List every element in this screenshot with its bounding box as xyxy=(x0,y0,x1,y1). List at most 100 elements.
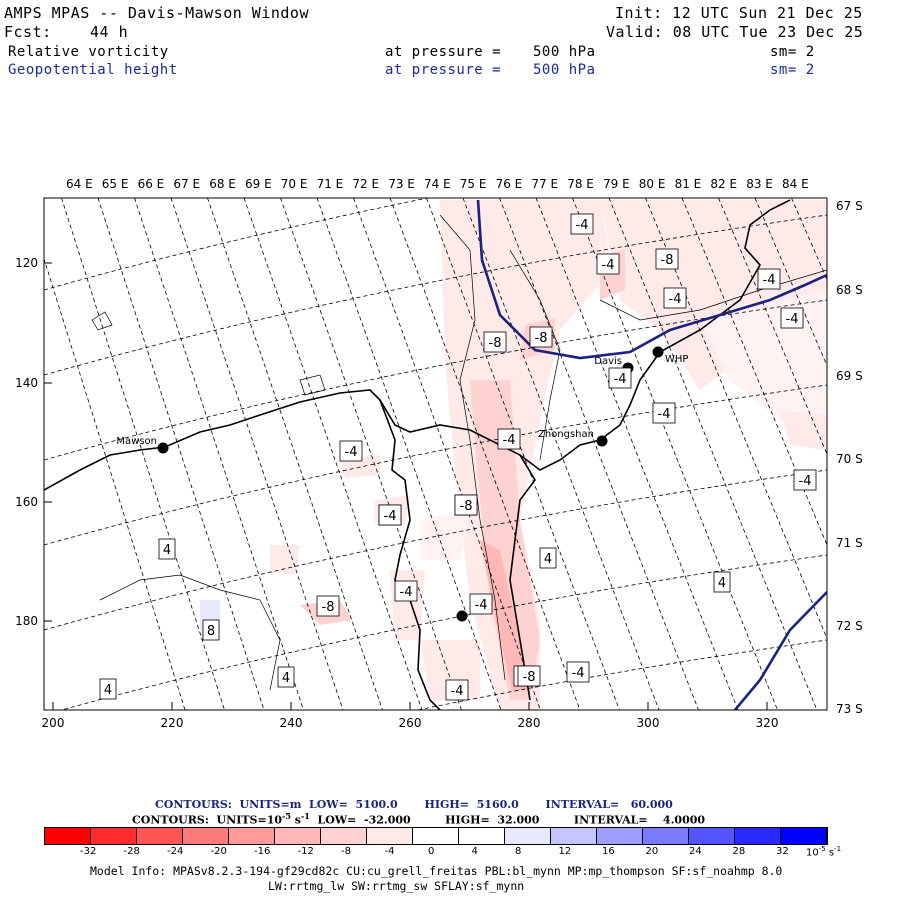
contour-label-box xyxy=(529,326,553,348)
lon-label: 82 E xyxy=(710,177,737,191)
colorbar-swatch xyxy=(275,828,321,844)
contour-label: -4 xyxy=(669,292,682,307)
y-tick-label: 160 xyxy=(15,495,38,509)
field2-smoothing: sm= 2 xyxy=(770,62,815,78)
lon-label: 67 E xyxy=(173,177,200,191)
field2-level: 500 hPa xyxy=(533,62,596,78)
map-plot: Mawson Davis WHP Zhongshan -4 -8 -4 -4 -4 -8 -4 -8… xyxy=(15,177,863,730)
colorbar-swatch xyxy=(413,828,459,844)
x-tick-label: 280 xyxy=(518,716,541,730)
contour-label: -4 xyxy=(602,258,615,273)
colorbar-label: 24 xyxy=(689,846,702,857)
lon-label: 73 E xyxy=(388,177,415,191)
init-time: Init: 12 UTC Sun 21 Dec 25 xyxy=(615,4,863,22)
lon-label: 80 E xyxy=(639,177,666,191)
station-label: Mawson xyxy=(116,436,157,447)
contour-label: -4 xyxy=(345,445,358,460)
contour-label-box xyxy=(517,665,541,687)
contour-label-box xyxy=(539,547,557,569)
lat-label: 73 S xyxy=(836,702,863,716)
colorbar-swatch xyxy=(505,828,551,844)
vorticity-shading xyxy=(200,200,827,710)
colorbar-label: 28 xyxy=(732,846,746,857)
field1-name: Relative vorticity xyxy=(8,44,169,60)
colorbar-units: 10-5 s-1 xyxy=(806,845,842,859)
lon-label: 74 E xyxy=(424,177,451,191)
colorbar-label: -20 xyxy=(210,846,227,857)
lon-label: 68 E xyxy=(209,177,236,191)
colorbar-label: -4 xyxy=(384,846,395,857)
station-label: Zhongshan xyxy=(538,429,594,440)
colorbar-swatch xyxy=(367,828,413,844)
lon-label: 83 E xyxy=(746,177,773,191)
lon-label: 79 E xyxy=(603,177,630,191)
contour-label-box xyxy=(663,287,687,309)
colorbar-label: 8 xyxy=(515,846,522,857)
model-info-line1: Model Info: MPASv8.2.3-194-gf29cd82c CU:… xyxy=(90,864,783,878)
colorbar-swatch xyxy=(459,828,505,844)
lon-label: 65 E xyxy=(102,177,129,191)
contour-label-box xyxy=(158,538,176,560)
lon-label: 76 E xyxy=(496,177,523,191)
contour-label-box xyxy=(469,593,493,615)
contour-label-box xyxy=(99,678,117,700)
field1-smoothing: sm= 2 xyxy=(770,44,815,60)
contour-label-box xyxy=(713,571,731,593)
colorbar-swatch xyxy=(781,828,827,844)
colorbar-label: -16 xyxy=(254,846,271,857)
contour-label: -4 xyxy=(400,585,413,600)
colorbar-swatch xyxy=(735,828,781,844)
map-frame xyxy=(43,197,828,711)
lat-label: 70 S xyxy=(836,452,863,466)
lat-label: 67 S xyxy=(836,199,863,213)
x-tick-label: 220 xyxy=(161,716,184,730)
lon-label: 78 E xyxy=(567,177,594,191)
contour-label-box xyxy=(202,619,220,641)
contour-label: -4 xyxy=(503,433,516,448)
contour-label: 4 xyxy=(104,683,112,698)
vorticity-contours xyxy=(91,214,827,691)
lon-label: 75 E xyxy=(460,177,487,191)
height-contour-legend: CONTOURS: UNITS=m LOW= 5100.0 HIGH= 5160… xyxy=(155,798,673,811)
colorbar xyxy=(44,827,828,845)
x-tick-label: 200 xyxy=(42,716,65,730)
contour-label: -4 xyxy=(384,509,397,524)
contour-label-box xyxy=(608,367,632,389)
y-tick-label: 120 xyxy=(15,256,38,270)
lon-label: 72 E xyxy=(352,177,379,191)
contour-label-box xyxy=(445,679,469,701)
contour-label: -4 xyxy=(658,407,671,422)
contour-label-box xyxy=(793,469,817,491)
lon-label: 69 E xyxy=(245,177,272,191)
contour-labels: -4 -8 -4 -4 -4 -8 -4 -8 -4 -4 -4 -4 -4 -4 -4 -4 -8 -8 4 -4 4… xyxy=(99,213,817,701)
contour-label: 4 xyxy=(163,543,171,558)
colorbar-label: 20 xyxy=(645,846,659,857)
contour-label: -8 xyxy=(523,670,536,685)
contour-label-box xyxy=(483,331,507,353)
contour-label: -8 xyxy=(661,253,674,268)
contour-label-box xyxy=(378,504,402,526)
field1-level: 500 hPa xyxy=(533,44,596,60)
colorbar-label: -12 xyxy=(297,846,314,857)
contour-label: -4 xyxy=(763,273,776,288)
colorbar-label: -24 xyxy=(167,846,184,857)
contour-label-box xyxy=(454,494,478,516)
plot-title: AMPS MPAS -- Davis-Mawson Window xyxy=(4,4,309,22)
x-tick-label: 240 xyxy=(280,716,303,730)
contour-label: -4 xyxy=(576,218,589,233)
lon-label: 84 E xyxy=(782,177,809,191)
colorbar-swatch xyxy=(183,828,229,844)
axis-ticks: 200 220 240 260 280 300 320 120 140 160 180 xyxy=(15,256,778,730)
y-tick-label: 180 xyxy=(15,614,38,628)
contour-label-box xyxy=(566,661,590,683)
lat-lon-grid xyxy=(44,198,827,710)
colorbar-swatch xyxy=(91,828,137,844)
station-dot xyxy=(157,442,169,454)
colorbar-swatch xyxy=(137,828,183,844)
contour-label: 8 xyxy=(207,624,215,639)
contour-label: -8 xyxy=(460,499,473,514)
contour-label-box xyxy=(780,307,804,329)
contour-label: -4 xyxy=(799,474,812,489)
station-dot xyxy=(596,435,608,447)
contour-label: -8 xyxy=(322,600,335,615)
